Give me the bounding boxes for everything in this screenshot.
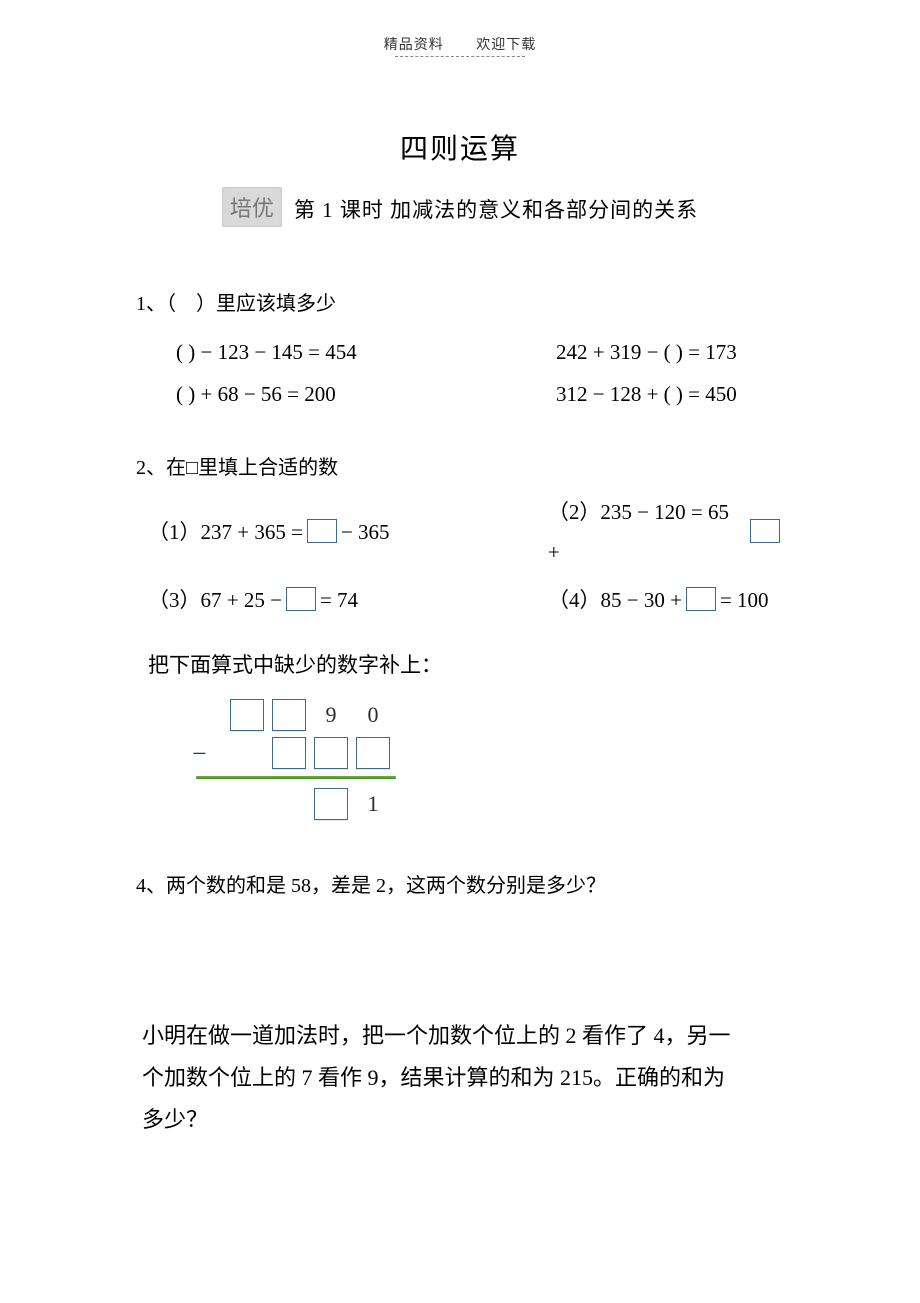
- q3-row1: 9 0: [192, 696, 784, 734]
- q3-row3: 1: [192, 785, 784, 823]
- q2-p1-pre: （1）237 + 365 =: [148, 513, 303, 553]
- blank-digit: [268, 737, 310, 769]
- blank-digit: [352, 737, 394, 769]
- blank-box: [750, 519, 780, 543]
- q3-row2: −: [192, 734, 784, 772]
- q4-prompt: 4、两个数的和是 58，差是 2，这两个数分别是多少？: [136, 867, 784, 905]
- q5-line1: 小明在做一道加法时，把一个加数个位上的 2 看作了 4，另一: [142, 1015, 794, 1057]
- badge: 培优: [222, 187, 282, 227]
- blank-digit: [310, 788, 352, 820]
- q1-equations: ( ) − 123 − 145 = 454 242 + 319 − ( ) = …: [176, 333, 784, 415]
- q2-p4-pre: （4）85 − 30 +: [548, 581, 682, 621]
- page-header: 精品资料 欢迎下载: [0, 34, 920, 57]
- q1-eq1: ( ) − 123 − 145 = 454: [176, 333, 476, 373]
- q2-prompt: 2、在□里填上合适的数: [136, 449, 784, 487]
- q5-block: 小明在做一道加法时，把一个加数个位上的 2 看作了 4，另一 个加数个位上的 7…: [142, 1015, 794, 1140]
- q5-line2: 个加数个位上的 7 看作 9，结果计算的和为 215。正确的和为: [142, 1057, 794, 1099]
- blank-box: [686, 587, 716, 611]
- q2-p3: （3）67 + 25 − = 74: [148, 581, 438, 621]
- blank-digit: [226, 699, 268, 731]
- content: 1、（ ）里应该填多少 ( ) − 123 − 145 = 454 242 + …: [136, 285, 784, 1141]
- q1-eq4: 312 − 128 + ( ) = 450: [556, 375, 737, 415]
- q1-eq2: 242 + 319 − ( ) = 173: [556, 333, 737, 373]
- blank-box: [307, 519, 337, 543]
- q2-p1: （1）237 + 365 = − 365: [148, 513, 438, 553]
- blank-digit: [268, 699, 310, 731]
- q1-eq3: ( ) + 68 − 56 = 200: [176, 375, 476, 415]
- header-rule: [395, 56, 525, 57]
- main-title: 四则运算: [0, 127, 920, 167]
- q2-p3-post: = 74: [320, 581, 358, 621]
- q2-p4-post: = 100: [720, 581, 769, 621]
- blank-digit: [310, 737, 352, 769]
- minus-sign: −: [192, 729, 226, 778]
- q3-prompt: 把下面算式中缺少的数字补上：: [148, 646, 784, 686]
- q2-equations: （1）237 + 365 = − 365 （2）235 − 120 = 65 +…: [148, 493, 784, 621]
- subtitle-row: 培优 第 1 课时 加减法的意义和各部分间的关系: [0, 189, 920, 229]
- page: 精品资料 欢迎下载 四则运算 培优 第 1 课时 加减法的意义和各部分间的关系 …: [0, 0, 920, 1303]
- q2-p1-post: − 365: [341, 513, 390, 553]
- q3-vertical: 9 0 − 1: [192, 696, 784, 823]
- digit: 9: [310, 694, 352, 736]
- header-right: 欢迎下载: [476, 34, 536, 54]
- q2-p3-pre: （3）67 + 25 −: [148, 581, 282, 621]
- header-left: 精品资料: [384, 34, 444, 54]
- q2-p4: （4）85 − 30 + = 100: [548, 581, 769, 621]
- digit: 1: [352, 783, 394, 825]
- q2-p2: （2）235 − 120 = 65 +: [548, 493, 784, 573]
- subtitle: 第 1 课时 加减法的意义和各部分间的关系: [294, 194, 698, 224]
- q2-p2-pre: （2）235 − 120 = 65 +: [548, 493, 746, 573]
- blank-box: [286, 587, 316, 611]
- digit: 0: [352, 694, 394, 736]
- q1-prompt: 1、（ ）里应该填多少: [136, 285, 784, 323]
- q5-line3: 多少？: [142, 1099, 794, 1141]
- subtraction-rule: [196, 776, 396, 779]
